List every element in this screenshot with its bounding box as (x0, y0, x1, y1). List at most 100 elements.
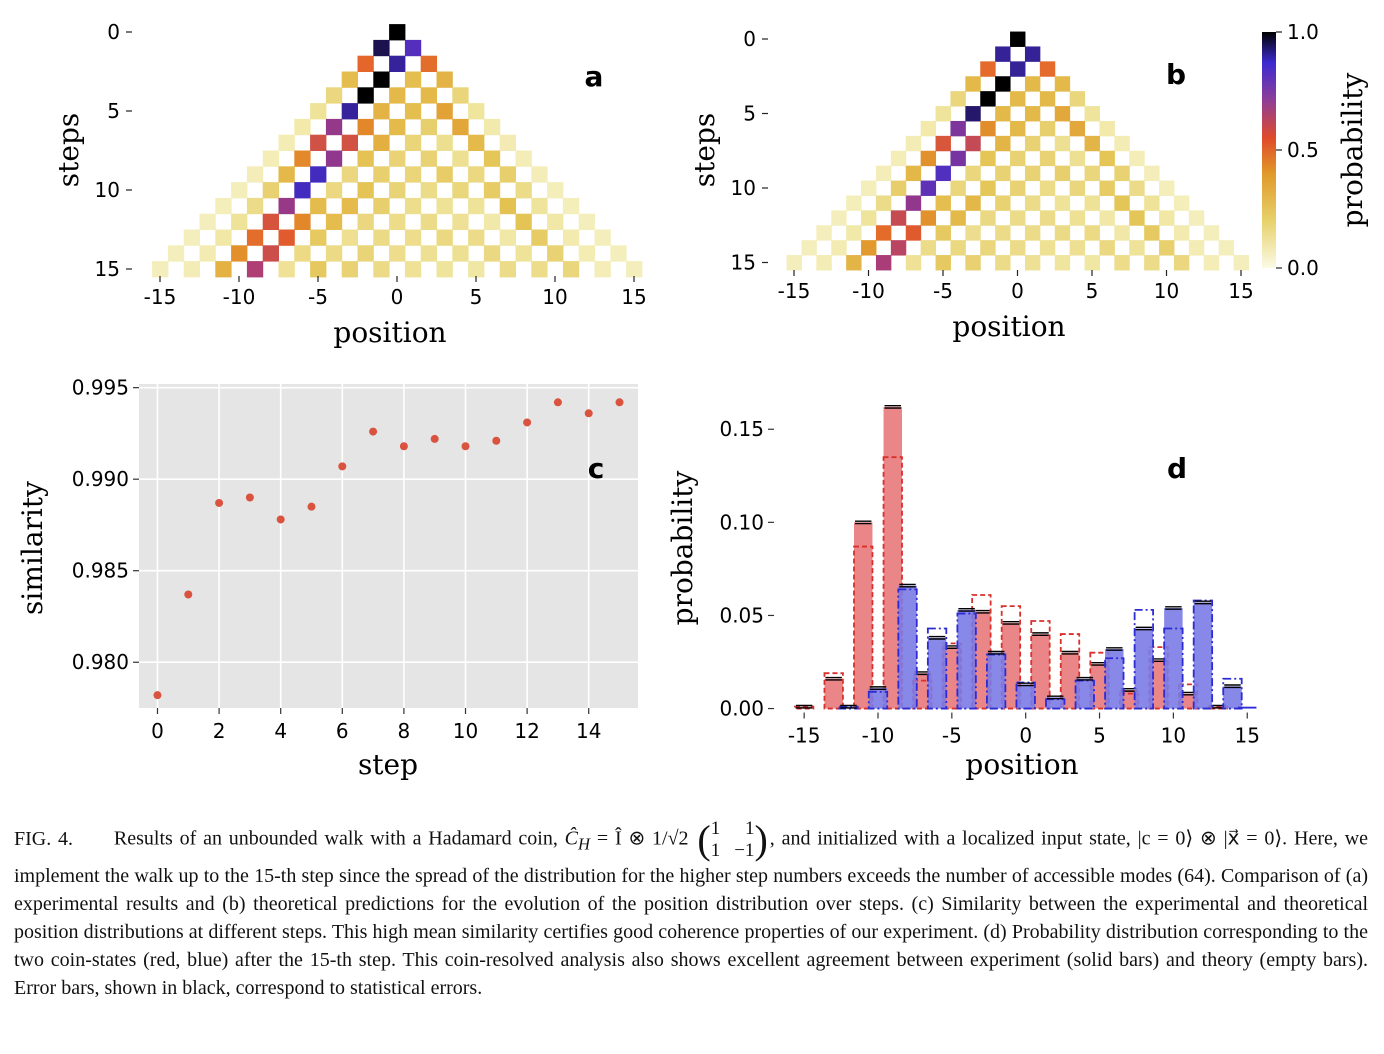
red-experiment-bar (883, 406, 902, 709)
heatmap-cell (468, 166, 485, 183)
heatmap-cell (950, 120, 966, 137)
figure-4: -15 -10 -5 0 5 10 15 0 5 10 15 a position steps -1… (16, 20, 1369, 781)
heatmap-cell (1039, 120, 1056, 137)
heatmap-cell (950, 91, 966, 107)
heatmap-cell (1144, 195, 1160, 211)
panel-b: -15 -10 -5 0 5 10 15 0 5 10 15 b position steps 1.… (688, 20, 1369, 343)
y-tick-label: 0 (743, 27, 756, 51)
panel-c-label: c (588, 452, 605, 485)
heatmap-cell (167, 245, 185, 262)
red-theory-bar (1059, 633, 1081, 710)
heatmap-cell (920, 180, 937, 196)
heatmap-cell (420, 118, 437, 136)
caption-intro: Results of an unbounded walk with a Hada… (113, 827, 558, 850)
axes-b: -15 -10 -5 0 5 10 15 0 5 10 15 (731, 27, 1254, 303)
heatmap-cell (1054, 225, 1071, 241)
heatmap-cell (389, 118, 406, 136)
heatmap-cell (404, 134, 422, 151)
heatmap-cell (816, 225, 832, 241)
heatmap-cell (920, 210, 937, 226)
heatmap-cell (547, 182, 564, 199)
x-tick-label: 6 (336, 719, 349, 743)
heatmap-cell (389, 87, 406, 104)
heatmap-cell (468, 134, 485, 151)
x-tick-label: 12 (514, 719, 539, 743)
panel-c-grid (139, 384, 638, 708)
heatmap-cell (1054, 165, 1071, 182)
heatmap-cell (515, 213, 532, 230)
heatmap-cell (1024, 225, 1041, 241)
heatmap-cell (1054, 106, 1071, 122)
heatmap-cell (1069, 150, 1086, 167)
y-tick-label: 15 (95, 257, 120, 281)
x-tick-label: -5 (942, 724, 962, 748)
heatmap-cell (373, 166, 390, 183)
x-tick-label: 10 (453, 719, 478, 743)
heatmap-cell (1024, 46, 1041, 62)
heatmap-cell (1129, 150, 1145, 167)
matrix-entry: 1 (744, 818, 755, 839)
heatmap-cell (965, 106, 981, 122)
colorbar-gradient (1262, 32, 1276, 268)
heatmap-cell (995, 46, 1011, 62)
heatmap-cell (436, 166, 453, 183)
heatmap-cell (483, 245, 501, 262)
heatmap-cell (1054, 255, 1071, 271)
heatmap-cell (1114, 255, 1130, 271)
heatmap-cell (995, 165, 1011, 182)
heatmap-cell (995, 195, 1011, 211)
x-tick-label: 0 (391, 285, 404, 309)
matrix-entry: −1 (734, 840, 755, 861)
heatmap-cell (294, 150, 311, 167)
heatmap-cell (905, 225, 922, 241)
heatmap-cell (1129, 210, 1145, 226)
heatmap-cell (965, 255, 981, 271)
heatmap-cell (199, 213, 216, 230)
similarity-point (338, 462, 347, 471)
heatmap-cell (389, 213, 406, 230)
blue-experiment-bar (1193, 602, 1213, 709)
y-tick-label: 0.00 (719, 697, 764, 721)
blue-theory-bar (897, 588, 918, 710)
y-tick-label: 0.990 (72, 467, 129, 491)
panel-d: -15 -10 -5 0 5 10 15 0.15 0.10 0.05 0.00 d positio… (666, 404, 1260, 781)
heatmap-cell (1188, 240, 1205, 256)
red-experiment-bar (1090, 663, 1109, 709)
heatmap-cell (1010, 240, 1026, 256)
heatmap-cell (1084, 106, 1100, 122)
heatmap-cell (890, 210, 907, 226)
heatmap-cell (905, 135, 922, 152)
heatmap-cell (547, 245, 564, 262)
matrix-entry: 1 (710, 840, 721, 861)
heatmap-cell (935, 165, 951, 182)
red-experiment-bar (824, 678, 843, 709)
heatmap-cell (262, 245, 279, 262)
heatmap-cell (890, 180, 907, 196)
heatmap-cell (831, 240, 847, 256)
heatmap-cell (950, 240, 966, 256)
red-experiment-bar (1178, 693, 1198, 709)
heatmap-cell (786, 255, 802, 271)
heatmap-cell (935, 135, 951, 152)
heatmap-cell (920, 240, 937, 256)
heatmap-cell (980, 61, 996, 77)
panel-d-bars (794, 404, 1257, 710)
heatmap-cell (246, 197, 264, 215)
heatmap-cell (890, 240, 907, 256)
blue-theory-bar (956, 612, 977, 710)
heatmap-cell (950, 210, 966, 226)
axes-c: 0 2 4 6 8 10 12 14 0.995 0.990 0.985 0.980 (72, 376, 602, 743)
heatmap-cell (531, 229, 548, 246)
heatmap-cell (357, 55, 374, 72)
x-tick-label: 5 (1093, 724, 1106, 748)
caption-body: Here, we implement the walk up to the 15… (14, 827, 1369, 999)
heatmap-cell (436, 134, 453, 151)
heatmap-cell (578, 245, 595, 262)
blue-experiment-bar (1046, 697, 1065, 709)
heatmap-cell (1129, 240, 1145, 256)
heatmap-cell (980, 91, 996, 107)
heatmap-cell (404, 197, 422, 215)
x-tick-label: 4 (274, 719, 287, 743)
heatmap-cell (215, 197, 232, 215)
red-theory-bar (1000, 605, 1022, 710)
